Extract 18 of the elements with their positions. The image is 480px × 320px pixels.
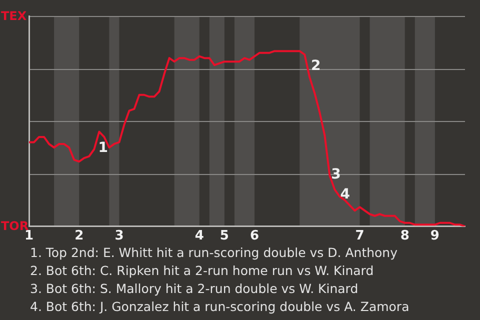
x-tick-label: 9 [430,228,440,244]
annotation: 2 [311,58,321,74]
x-tick-label: 4 [194,228,204,244]
text: 4. Bot 6th: J. Gonzalez hit a run-scoring double vs A. Zamora [30,298,410,316]
text: 2. Bot 6th: C. Ripken hit a 2-run home run vs W. Kinard [30,262,375,280]
text: 3. Bot 6th: S. Mallory hit a 2-run double vs W. Kinard [30,280,360,298]
x-tick-label: 8 [400,228,410,244]
annotation: 1 [98,140,108,156]
annotation: 4 [340,186,350,202]
x-tick-label: 2 [74,228,84,244]
x-tick-label: 3 [114,228,124,244]
text: TEX [1,9,27,23]
text: 1. Top 2nd: E. Whitt hit a run-scoring double vs D. Anthony [30,244,399,262]
x-tick-label: 1 [24,228,34,244]
annotation: 3 [331,166,341,183]
x-tick-label: 5 [220,228,229,244]
x-tick-label: 7 [355,228,364,244]
x-tick-label: 6 [250,228,260,244]
